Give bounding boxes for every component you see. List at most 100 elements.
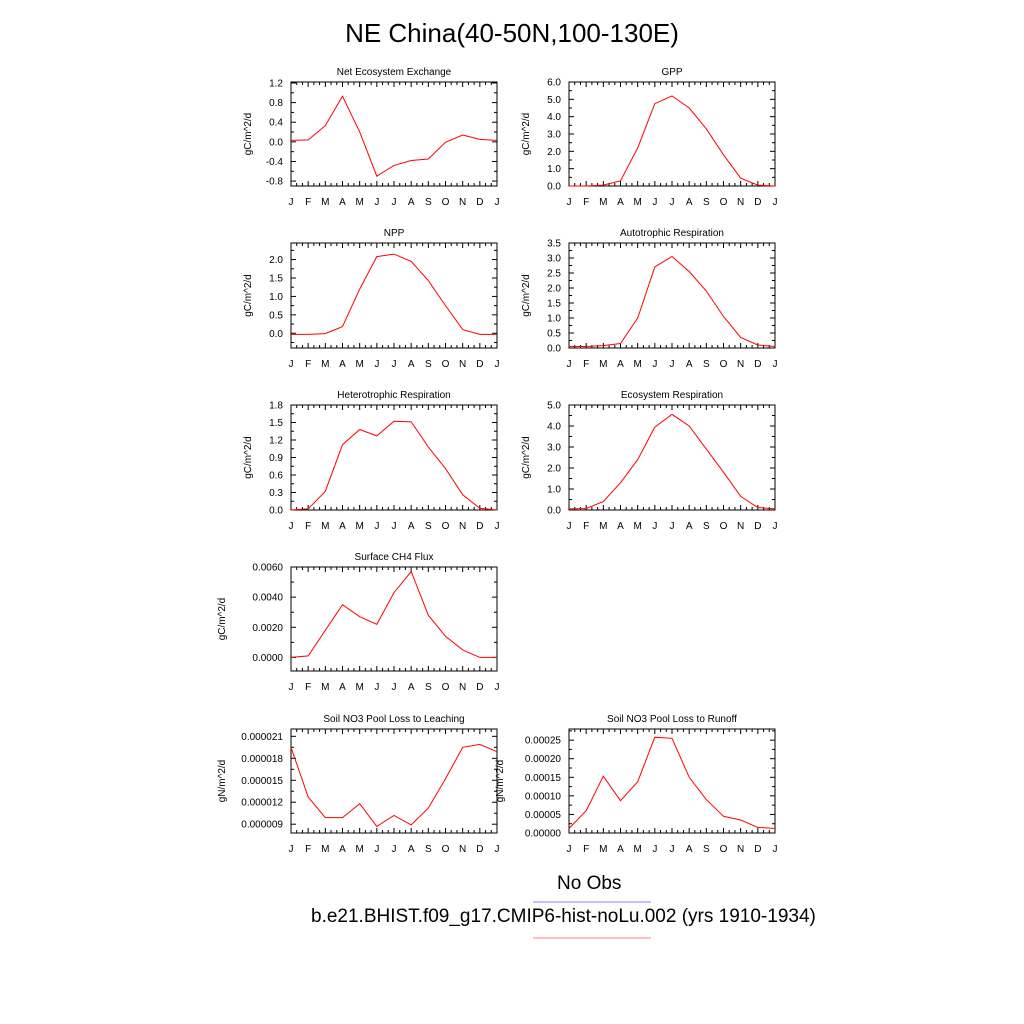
plot-frame <box>290 81 498 187</box>
y-tick-label: 0.0 <box>269 329 283 340</box>
x-tick-label: A <box>339 359 346 370</box>
x-tick-label: J <box>670 521 675 532</box>
x-tick-label: J <box>567 844 572 855</box>
x-tick-label: O <box>442 682 450 693</box>
y-tick-label: 0.000015 <box>241 776 283 787</box>
x-tick-label: J <box>374 359 379 370</box>
x-tick-label: A <box>686 359 693 370</box>
x-tick-label: O <box>442 359 450 370</box>
y-tick-label: 0.000021 <box>241 732 283 743</box>
y-tick-label: 0.0040 <box>252 593 283 604</box>
x-tick-label: D <box>754 197 761 208</box>
y-tick-label: 0.8 <box>269 98 283 109</box>
y-tick-label: 2.0 <box>547 284 561 295</box>
y-axis-label: gC/m^2/d <box>243 436 254 479</box>
x-tick-label: A <box>339 521 346 532</box>
x-tick-label: M <box>321 844 329 855</box>
x-tick-label: J <box>670 197 675 208</box>
y-tick-label: 5.0 <box>547 401 561 412</box>
x-tick-label: J <box>374 521 379 532</box>
x-tick-label: O <box>442 844 450 855</box>
y-tick-label: 0.000012 <box>241 798 283 809</box>
x-tick-label: O <box>720 359 728 370</box>
x-tick-label: M <box>355 197 363 208</box>
y-tick-label: 0.4 <box>269 118 283 129</box>
series-line <box>568 736 776 829</box>
x-tick-label: S <box>703 197 710 208</box>
plot-frame <box>290 728 498 834</box>
x-tick-label: N <box>737 359 744 370</box>
x-tick-label: A <box>686 521 693 532</box>
series-line <box>291 253 497 335</box>
x-tick-label: S <box>703 844 710 855</box>
x-tick-label: O <box>442 197 450 208</box>
y-tick-label: 3.0 <box>547 443 561 454</box>
y-tick-label: 1.2 <box>269 436 283 447</box>
x-tick-label: N <box>459 359 466 370</box>
x-tick-label: J <box>495 521 500 532</box>
y-axis-label: gC/m^2/d <box>521 436 532 479</box>
y-tick-label: 0.0 <box>547 344 561 355</box>
y-tick-label: -0.4 <box>266 157 284 168</box>
x-tick-label: J <box>652 197 657 208</box>
x-tick-label: J <box>652 844 657 855</box>
figure-title: NE China(40-50N,100-130E) <box>345 18 679 48</box>
x-tick-label: J <box>773 197 778 208</box>
y-tick-label: 0.0 <box>269 137 283 148</box>
y-tick-label: 0.0 <box>269 506 283 517</box>
x-tick-label: N <box>459 682 466 693</box>
y-tick-label: 0.5 <box>269 310 283 321</box>
x-tick-label: A <box>339 682 346 693</box>
x-tick-label: M <box>355 359 363 370</box>
panel-title: GPP <box>661 67 682 78</box>
y-tick-label: 1.0 <box>547 485 561 496</box>
y-tick-label: 3.5 <box>547 239 561 250</box>
x-tick-label: J <box>567 197 572 208</box>
y-tick-label: 1.5 <box>269 418 283 429</box>
panel-title: NPP <box>384 228 405 239</box>
y-tick-label: 0.00005 <box>525 810 562 821</box>
x-tick-label: F <box>305 197 311 208</box>
x-tick-label: M <box>599 844 607 855</box>
x-tick-label: M <box>321 521 329 532</box>
x-tick-label: N <box>459 844 466 855</box>
x-tick-label: J <box>289 197 294 208</box>
x-tick-label: M <box>321 197 329 208</box>
x-tick-label: M <box>599 359 607 370</box>
x-tick-label: F <box>305 521 311 532</box>
y-tick-label: 3.0 <box>547 254 561 265</box>
y-axis-label: gN/m^2/d <box>495 760 506 803</box>
x-tick-label: J <box>495 359 500 370</box>
x-tick-label: F <box>583 359 589 370</box>
panel-title: Heterotrophic Respiration <box>337 390 450 401</box>
y-tick-label: 1.5 <box>269 274 283 285</box>
x-tick-label: S <box>703 521 710 532</box>
x-tick-label: F <box>305 844 311 855</box>
x-tick-label: F <box>305 359 311 370</box>
x-tick-label: J <box>392 197 397 208</box>
x-tick-label: S <box>425 197 432 208</box>
x-tick-label: J <box>652 521 657 532</box>
y-tick-label: 3.0 <box>547 130 561 141</box>
y-tick-label: 1.0 <box>547 164 561 175</box>
y-tick-label: 6.0 <box>547 78 561 89</box>
x-tick-label: A <box>617 197 624 208</box>
x-tick-label: N <box>459 521 466 532</box>
x-tick-label: F <box>583 197 589 208</box>
y-tick-label: 0.5 <box>547 329 561 340</box>
y-tick-label: 1.0 <box>547 314 561 325</box>
x-tick-label: S <box>425 682 432 693</box>
x-tick-label: M <box>355 682 363 693</box>
x-tick-label: M <box>633 359 641 370</box>
y-tick-label: 0.00020 <box>525 754 562 765</box>
x-tick-label: A <box>686 197 693 208</box>
x-tick-label: J <box>289 844 294 855</box>
plot-frame <box>568 242 776 349</box>
x-tick-label: A <box>617 359 624 370</box>
panel-title: Soil NO3 Pool Loss to Leaching <box>323 714 464 725</box>
